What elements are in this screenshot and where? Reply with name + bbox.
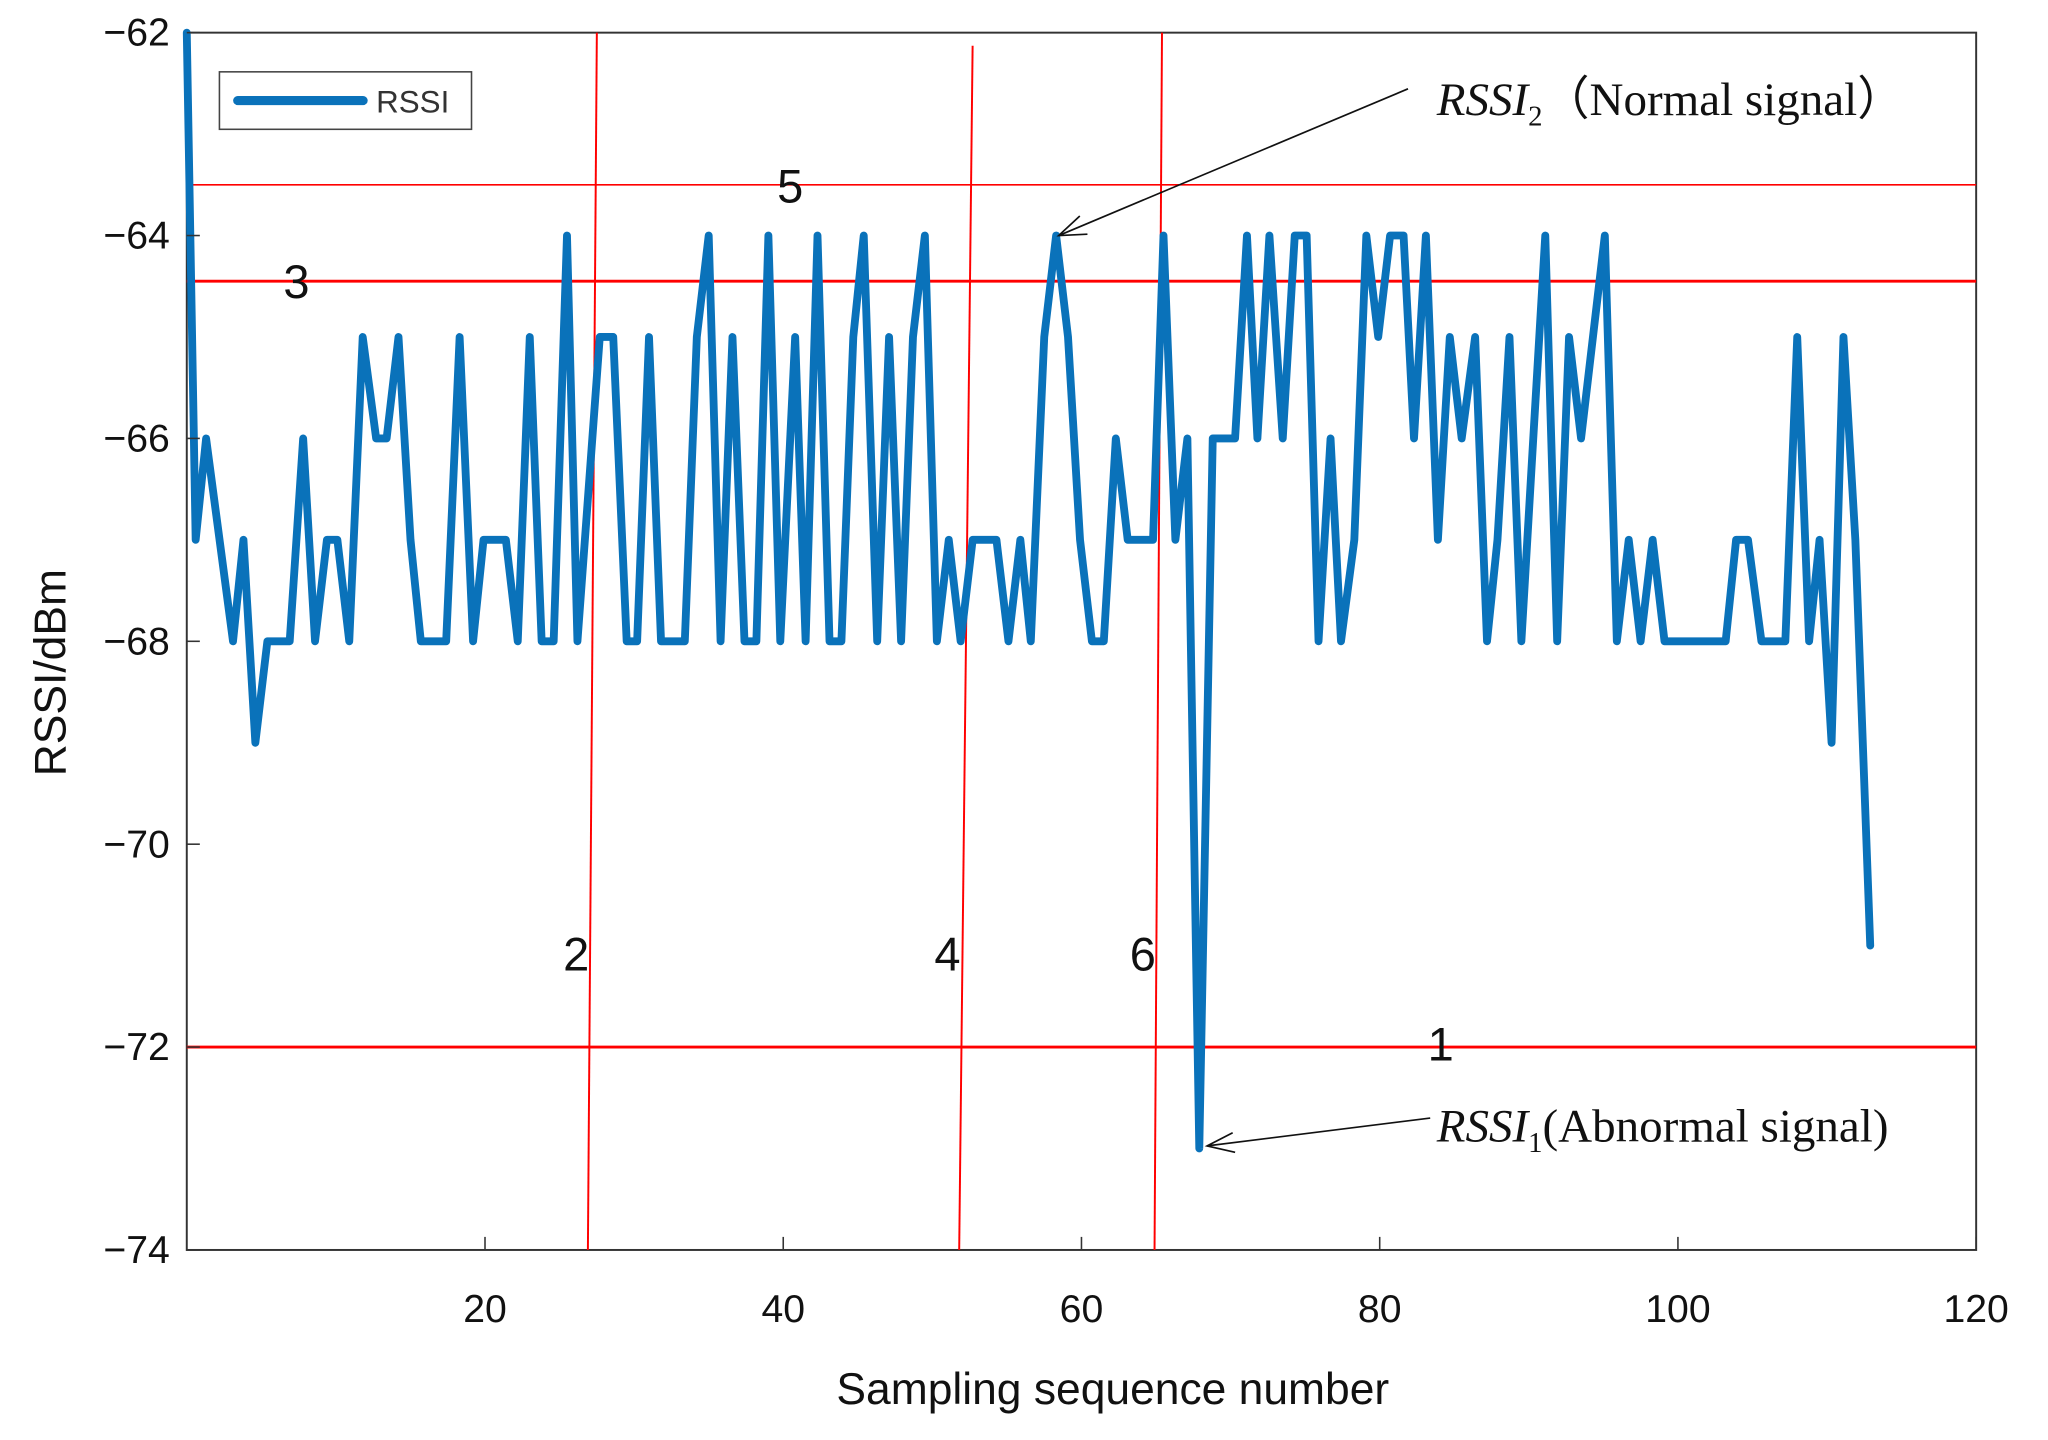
reference-label-5: 5 [777,159,803,212]
annotation-text-normal: RSSI2（Normal signal） [1436,74,1904,132]
annotation-description: (Abnormal signal) [1543,1101,1889,1153]
annotation-arrow-normal [1058,88,1409,237]
series-group [182,28,1875,1153]
y-tick-label: −66 [103,417,169,460]
reference-label-4: 4 [934,927,960,980]
vertical-reference-line-2 [586,32,598,1250]
annotation-description: （Normal signal） [1543,74,1905,126]
x-axis-label: Sampling sequence number [836,1365,1389,1414]
reference-label-3: 3 [283,255,309,308]
y-axis-label: RSSI/dBm [26,569,75,776]
reference-label-2: 2 [563,927,589,980]
y-tick-label: −74 [103,1229,169,1272]
annotation-arrow-abnormal [1207,1117,1431,1147]
annotation-subscript: 2 [1528,100,1542,132]
x-tick-label: 60 [1060,1288,1104,1331]
series-line-rssi [182,28,1875,1153]
annotations: RSSI2（Normal signal）RSSI1(Abnormal signa… [1056,74,1904,1159]
axes: 20 40 60 80 100 120 −62 −64 −66 −68 −70 −72 −74 [103,12,2009,1331]
y-tick-label: −62 [103,12,169,55]
x-tick-label: 40 [761,1288,805,1331]
y-tick-label: −68 [103,620,169,663]
annotation-subscript: 1 [1528,1127,1542,1159]
arrowhead-icon [1204,1132,1236,1154]
vertical-reference-line-4 [958,45,974,1250]
y-tick-label: −72 [103,1026,169,1069]
arrowhead-icon [1056,215,1088,237]
annotation-main: RSSI [1436,74,1531,126]
annotation-main: RSSI [1436,1101,1531,1153]
x-tick-label: 120 [1943,1288,2008,1331]
x-tick-label: 80 [1358,1288,1402,1331]
y-tick-label: −70 [103,823,169,866]
x-tick-label: 100 [1645,1288,1710,1331]
legend-label: RSSI [376,84,449,119]
x-tick-label: 20 [463,1288,507,1331]
annotation-text-abnormal: RSSI1(Abnormal signal) [1436,1101,1889,1159]
y-tick-label: −64 [103,215,169,258]
reference-label-6: 6 [1130,927,1156,980]
reference-label-1: 1 [1428,1018,1454,1071]
legend: RSSI [218,71,473,131]
